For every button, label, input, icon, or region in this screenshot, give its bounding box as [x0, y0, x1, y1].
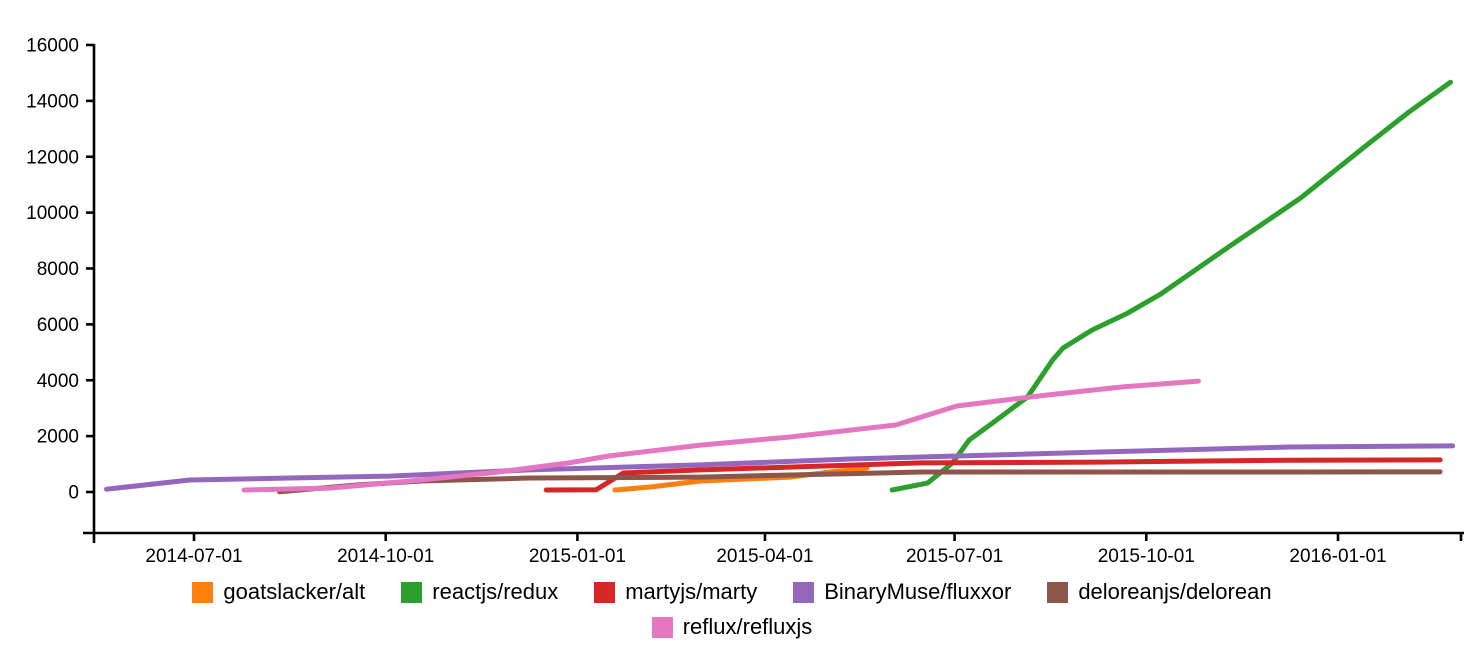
legend-label-binarymuse-fluxxor: BinaryMuse/fluxxor	[824, 579, 1012, 604]
legend-item-binarymuse-fluxxor: BinaryMuse/fluxxor	[793, 579, 1011, 605]
series-line-reactjs-redux	[889, 79, 1453, 493]
y-tick-label: 2000	[37, 427, 79, 448]
legend-swatch-reactjs-redux	[401, 581, 423, 603]
y-tick-label: 0	[68, 483, 79, 504]
series-line-reflux-refluxjs	[241, 378, 1201, 493]
legend-row: reflux/refluxjs	[651, 614, 813, 640]
legend-label-martyjs-marty: martyjs/marty	[625, 579, 758, 604]
legend-swatch-goatslacker-alt	[192, 581, 214, 603]
x-tick-label: 2016-01-01	[1289, 546, 1386, 567]
legend-swatch-reflux-refluxjs	[651, 616, 673, 638]
legend-label-deloreanjs-delorean: deloreanjs/delorean	[1078, 579, 1272, 604]
x-tick-label: 2015-04-01	[716, 546, 813, 567]
legend-swatch-martyjs-marty	[594, 581, 616, 603]
y-tick-label: 16000	[26, 36, 79, 57]
y-tick-label: 6000	[37, 315, 79, 336]
y-tick-label: 14000	[26, 91, 79, 112]
legend-item-reflux-refluxjs: reflux/refluxjs	[651, 614, 813, 640]
legend-row: goatslacker/alt reactjs/redux martyjs/mart…	[192, 579, 1272, 605]
legend-label-goatslacker-alt: goatslacker/alt	[223, 579, 366, 604]
legend-swatch-binarymuse-fluxxor	[793, 581, 815, 603]
series-line-goatslacker-alt	[612, 465, 870, 493]
y-tick-label: 10000	[26, 203, 79, 224]
legend-label-reactjs-redux: reactjs/redux	[432, 579, 559, 604]
legend-label-reflux-refluxjs: reflux/refluxjs	[682, 614, 813, 639]
x-tick-label: 2014-07-01	[145, 546, 242, 567]
x-tick-label: 2014-10-01	[337, 546, 434, 567]
legend-item-goatslacker-alt: goatslacker/alt	[192, 579, 365, 605]
y-tick-label: 12000	[26, 147, 79, 168]
legend-item-deloreanjs-delorean: deloreanjs/delorean	[1047, 579, 1272, 605]
legend-item-martyjs-marty: martyjs/marty	[594, 579, 757, 605]
x-tick-label: 2015-07-01	[906, 546, 1003, 567]
series-line-binarymuse-fluxxor	[104, 443, 1456, 492]
y-tick-label: 8000	[37, 259, 79, 280]
x-tick-label: 2015-01-01	[529, 546, 626, 567]
chart-legend: goatslacker/alt reactjs/redux martyjs/mart…	[0, 579, 1464, 640]
legend-swatch-deloreanjs-delorean	[1047, 581, 1069, 603]
plot-area: 0 2000 4000 6000 8000 10000 12000 14000 16000 201…	[26, 36, 1464, 567]
x-tick-label: 2015-10-01	[1098, 546, 1195, 567]
legend-item-reactjs-redux: reactjs/redux	[401, 579, 558, 605]
series-line-martyjs-marty	[543, 457, 1443, 493]
y-tick-label: 4000	[37, 371, 79, 392]
